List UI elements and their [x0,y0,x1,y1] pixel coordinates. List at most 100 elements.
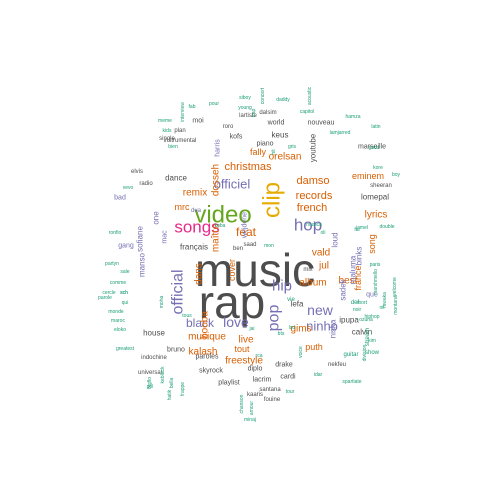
word-moha: moha [159,296,165,309]
word-stream: stream [365,328,371,346]
word-single: single [159,136,175,142]
word-cercle: cercle [102,290,116,296]
word-roro: roro [223,124,234,130]
word-parole: parole [98,295,112,301]
word-ronfio: ronfio [109,230,122,236]
word-vald: vald [312,248,330,259]
word-guitar: guitar [343,352,358,358]
word-kids: kids [163,128,172,134]
word-tous: tous [182,313,192,319]
word-kore: kore [373,165,383,171]
word-bts: bts [278,331,285,337]
word-best: best [339,276,358,287]
word-meme: meme [158,118,172,124]
word-dans: dans [194,263,205,285]
word-mon: mon [264,243,274,249]
word-maître: maître [211,223,222,252]
word-sch: sch [120,290,128,296]
word-noir: noir [353,307,362,313]
word-radio: radio [139,181,153,187]
word-trap: trap [251,108,257,117]
word-lartiste: lartiste [239,113,257,119]
word-latin: latin [371,124,380,130]
word-lamjarred: lamjarred [330,130,351,136]
word-orelsan: orelsan [269,152,302,163]
word-dosseh: dosseh [211,164,222,196]
word-def: def [351,300,360,306]
word-vie: vie [287,297,295,303]
word-sofiane: sofiane [136,226,145,252]
word-nekfeu: nekfeu [328,362,346,368]
word-monde: monde [108,309,124,315]
word-ben: ben [233,246,243,252]
word-rca: rca [256,353,263,359]
word-officiel: officiel [214,177,251,192]
word-sheeran: sheeran [370,183,392,189]
word-eloko: eloko [114,327,126,333]
word-mac: mac [162,230,169,244]
word-wejdene: wejdene [242,212,249,239]
word-lsd: lsd [289,325,296,331]
word-calvin: calvin [352,328,372,337]
word-partyn: partyn [105,261,119,267]
word-sale: sale [120,269,129,275]
word-hip: hip [272,278,292,295]
word-bella: bella [169,378,175,389]
word-bien: bien [168,144,178,150]
word-daddy: daddy [276,97,290,103]
word-jai: jai [248,326,254,332]
word-maluma: maluma [349,255,358,284]
word-paris: paris [370,262,381,268]
word-show: show [365,350,380,356]
word-ninho: ninho [306,319,338,334]
word-bruno: bruno [167,347,185,354]
word-eminem: eminem [352,171,384,181]
word-songs: songs [174,218,219,237]
word-plan: plan [174,128,185,134]
word-jamel: jamel [355,225,368,231]
word-welcome: welcome [392,277,398,297]
word-marshmello: marshmello [373,269,379,295]
word-remix: remix [183,188,207,199]
word-double: double [379,224,394,230]
word-gods: gods [369,145,380,151]
word-koba: koba [215,223,226,229]
word-loud: loud [331,232,340,247]
word-maroc: maroc [111,318,125,324]
word-love: love [223,314,249,330]
word-lomepal: lomepal [361,193,389,202]
word-qui: qui [122,300,129,306]
word-tout: tout [234,344,250,354]
word-french: french [297,202,328,214]
word-marseille: marseille [358,144,386,151]
word-saad: saad [243,242,256,248]
word-kaaris: kaaris [247,392,263,398]
word-montana: montana [393,295,399,315]
word-hop: hop [294,216,322,235]
word-gims: gims [290,324,311,335]
word-vevo: vevo [123,185,134,191]
word-musica: musica [306,222,322,228]
word-moi: moi [192,118,204,125]
word-fally: fally [250,147,267,157]
word-lacrim: lacrim [253,377,272,384]
word-cardi: cardi [280,374,296,381]
word-français: français [180,243,208,252]
word-greatest: greatest [116,346,135,352]
word-minaj: minaj [244,417,256,423]
word-house: house [143,329,165,338]
word-youtube: youtube [309,133,318,162]
word-mwaka: mwaka [382,292,388,308]
word-hamza: hamza [345,114,360,120]
word-young: young [238,105,252,111]
word-elvis: elvis [131,169,143,175]
word-que: que [366,292,378,299]
word-booba: booba [200,311,211,339]
word-gris: gris [288,144,297,150]
word-sadek: sadek [339,278,348,300]
word-lefa: lefa [291,300,304,309]
word-ozuna: ozuna [359,317,373,323]
word-paroles: paroles [196,354,219,361]
word-interview: interview [180,102,186,122]
